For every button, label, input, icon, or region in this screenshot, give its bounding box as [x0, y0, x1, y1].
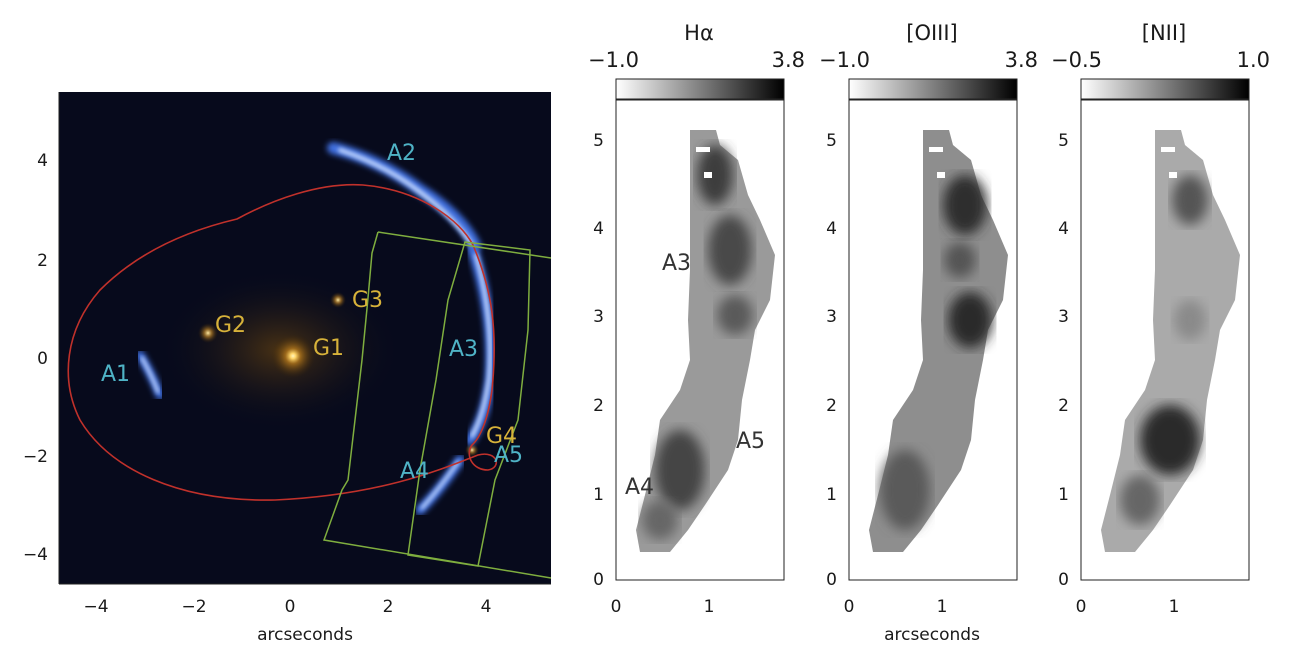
ytick-4: 4 [593, 219, 604, 239]
ytick-5: 5 [593, 131, 604, 151]
ytick-3: 3 [1058, 307, 1069, 327]
colorbar-max: 3.8 [1005, 48, 1038, 72]
map-knot [1140, 405, 1200, 475]
ytick-2: 2 [593, 396, 604, 416]
map-title: Hα [684, 21, 714, 45]
label-a2: A2 [387, 141, 416, 166]
ytick-0: 0 [593, 570, 604, 590]
ytick-m4: −4 [23, 545, 48, 565]
label-g3: G3 [352, 288, 383, 313]
map-knot [944, 242, 976, 278]
ytick-2: 2 [1058, 396, 1069, 416]
arc-a1-core [140, 356, 160, 394]
map-panel-halpha: Hα −1.0 3.8 A3 A5 A4 5 4 3 2 1 0 0 1 [588, 21, 805, 617]
map-title: [OIII] [906, 21, 958, 45]
map-knot [717, 295, 753, 335]
xtick-m4: −4 [83, 597, 108, 617]
xtick-4: 4 [481, 597, 492, 617]
xtick-m2: −2 [181, 597, 206, 617]
ytick-2: 2 [37, 251, 48, 271]
galaxy-g3 [330, 292, 346, 308]
xtick-0: 0 [285, 597, 296, 617]
ytick-1: 1 [1058, 485, 1069, 505]
label-g2: G2 [215, 313, 246, 338]
map-source [869, 130, 1008, 552]
map-knot [1172, 175, 1208, 225]
xtick-1: 1 [1169, 597, 1180, 617]
map-knot [697, 145, 733, 205]
label-a4: A4 [400, 459, 429, 484]
lens-image-panel: A1 A2 A3 A4 A5 G1 G2 G3 G4 4 2 0 −2 −4 −… [23, 92, 551, 645]
critical-curve [67, 183, 498, 501]
map-bad-pixels [1169, 172, 1177, 178]
x-axis-label: arcseconds [257, 625, 353, 645]
xtick-1: 1 [937, 597, 948, 617]
galaxy-g2 [198, 323, 218, 343]
colorbar-min: −1.0 [819, 48, 870, 72]
map-knot [943, 175, 987, 235]
xtick-2: 2 [383, 597, 394, 617]
map-label-a3: A3 [662, 251, 691, 276]
map-bad-pixels [704, 172, 712, 178]
ytick-5: 5 [1058, 131, 1069, 151]
ytick-3: 3 [593, 307, 604, 327]
map-source [1101, 130, 1240, 552]
ytick-5: 5 [826, 131, 837, 151]
label-g1: G1 [313, 336, 344, 361]
label-a5: A5 [494, 443, 523, 468]
left-axis: 4 2 0 −2 −4 −4 −2 0 2 4 arcseconds [23, 92, 551, 645]
map-bad-pixels [929, 147, 943, 152]
ytick-1: 1 [593, 485, 604, 505]
ytick-m2: −2 [23, 447, 48, 467]
ytick-4: 4 [1058, 219, 1069, 239]
xtick-0: 0 [611, 597, 622, 617]
colorbar [1080, 78, 1250, 100]
map-knot [708, 215, 752, 285]
label-a1: A1 [101, 362, 130, 387]
map-panel-nii: [NII] −0.5 1.0 5 4 3 2 1 0 0 1 [1051, 21, 1270, 617]
ytick-1: 1 [826, 485, 837, 505]
map-knot [655, 430, 705, 510]
arc-a4-core [420, 460, 460, 510]
map-knot [1174, 300, 1206, 340]
ytick-4: 4 [826, 219, 837, 239]
map-knot [880, 450, 930, 530]
map-knot [642, 500, 678, 540]
xtick-0: 0 [844, 597, 855, 617]
x-axis-label: arcseconds [884, 625, 980, 645]
map-bad-pixels [937, 172, 945, 178]
map-label-a4: A4 [625, 475, 654, 500]
map-label-a5: A5 [736, 429, 765, 454]
galaxy-g1 [271, 334, 315, 378]
colorbar [615, 78, 785, 100]
colorbar-min: −0.5 [1051, 48, 1102, 72]
colorbar [848, 78, 1018, 100]
map-bad-pixels [1161, 147, 1175, 152]
arc-a3-core [470, 253, 492, 438]
arc-a2-core [338, 148, 474, 247]
label-a3: A3 [449, 337, 478, 362]
ytick-3: 3 [826, 307, 837, 327]
map-panel-oiii: [OIII] −1.0 3.8 5 4 3 2 1 0 0 1 arcsecon… [819, 21, 1038, 645]
ytick-0: 0 [826, 570, 837, 590]
ytick-0: 0 [37, 349, 48, 369]
colorbar-min: −1.0 [588, 48, 639, 72]
map-knot [1120, 475, 1160, 525]
xtick-0: 0 [1076, 597, 1087, 617]
label-g4: G4 [486, 424, 517, 449]
colorbar-max: 3.8 [772, 48, 805, 72]
map-title: [NII] [1142, 21, 1186, 45]
map-knot [948, 292, 992, 348]
ytick-4: 4 [37, 151, 48, 171]
ytick-2: 2 [826, 396, 837, 416]
colorbar-max: 1.0 [1237, 48, 1270, 72]
ytick-0: 0 [1058, 570, 1069, 590]
map-bad-pixels [696, 147, 710, 152]
slit-outline-narrow [407, 241, 531, 567]
xtick-1: 1 [704, 597, 715, 617]
